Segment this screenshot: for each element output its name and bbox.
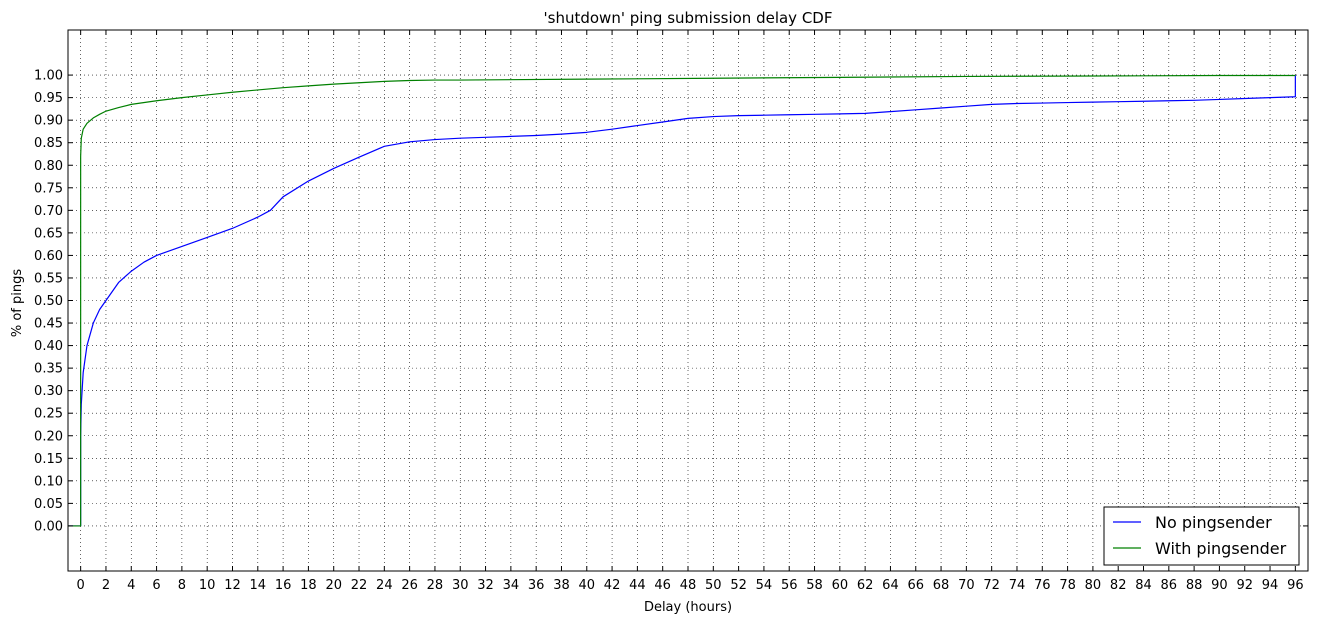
x-tick-label: 22 bbox=[351, 578, 368, 593]
x-axis-label: Delay (hours) bbox=[644, 600, 732, 615]
x-tick-label: 90 bbox=[1211, 578, 1228, 593]
y-tick-label: 0.30 bbox=[34, 384, 63, 399]
y-tick-label: 0.50 bbox=[34, 294, 63, 309]
y-tick-label: 0.60 bbox=[34, 249, 63, 264]
x-tick-label: 58 bbox=[806, 578, 823, 593]
y-tick-label: 0.85 bbox=[34, 136, 63, 151]
x-tick-label: 8 bbox=[178, 578, 186, 593]
x-tick-label: 14 bbox=[250, 578, 267, 593]
series-layer bbox=[68, 74, 1296, 527]
x-tick-label: 84 bbox=[1135, 578, 1152, 593]
x-tick-label: 30 bbox=[452, 578, 469, 593]
x-tick-label: 24 bbox=[376, 578, 393, 593]
x-tick-label: 80 bbox=[1085, 578, 1102, 593]
x-tick-label: 92 bbox=[1236, 578, 1253, 593]
x-tick-label: 34 bbox=[503, 578, 520, 593]
legend-box bbox=[1103, 506, 1300, 566]
axis-ticks: 0 2 4 6 8 10 12 14 16 18 20 22 24 26 28 30 32 34 36 38 40 42 4… bbox=[34, 30, 1308, 593]
legend-label-no-pingsender: No pingsender bbox=[1155, 513, 1272, 532]
x-tick-label: 6 bbox=[152, 578, 160, 593]
x-tick-label: 28 bbox=[427, 578, 444, 593]
x-tick-label: 50 bbox=[705, 578, 722, 593]
x-tick-label: 82 bbox=[1110, 578, 1127, 593]
x-tick-label: 88 bbox=[1186, 578, 1203, 593]
x-tick-label: 40 bbox=[579, 578, 596, 593]
x-tick-label: 76 bbox=[1034, 578, 1051, 593]
x-tick-label: 36 bbox=[528, 578, 545, 593]
x-tick-label: 68 bbox=[933, 578, 950, 593]
x-tick-label: 96 bbox=[1287, 578, 1304, 593]
series-line-with-pingsender bbox=[68, 74, 1296, 527]
y-tick-label: 0.75 bbox=[34, 181, 63, 196]
x-tick-label: 52 bbox=[730, 578, 747, 593]
y-tick-label: 0.00 bbox=[34, 519, 63, 534]
x-tick-label: 60 bbox=[832, 578, 849, 593]
x-tick-label: 62 bbox=[857, 578, 874, 593]
y-tick-label: 0.65 bbox=[34, 226, 63, 241]
x-tick-label: 2 bbox=[102, 578, 110, 593]
y-tick-label: 0.80 bbox=[34, 159, 63, 174]
x-tick-label: 70 bbox=[958, 578, 975, 593]
y-tick-label: 0.05 bbox=[34, 497, 63, 512]
y-tick-label: 0.55 bbox=[34, 271, 63, 286]
x-tick-label: 48 bbox=[680, 578, 697, 593]
y-tick-label: 1.00 bbox=[34, 69, 63, 84]
x-tick-label: 38 bbox=[553, 578, 570, 593]
x-tick-label: 42 bbox=[604, 578, 621, 593]
y-tick-label: 0.40 bbox=[34, 339, 63, 354]
legend-label-with-pingsender: With pingsender bbox=[1155, 539, 1287, 558]
x-tick-label: 72 bbox=[983, 578, 1000, 593]
y-tick-label: 0.95 bbox=[34, 91, 63, 106]
legend: No pingsender With pingsender bbox=[1103, 506, 1300, 566]
y-tick-label: 0.15 bbox=[34, 452, 63, 467]
y-tick-label: 0.20 bbox=[34, 429, 63, 444]
x-tick-label: 20 bbox=[325, 578, 342, 593]
y-tick-label: 0.90 bbox=[34, 114, 63, 129]
x-tick-label: 64 bbox=[882, 578, 899, 593]
series-line-no-pingsender bbox=[68, 75, 1296, 527]
grid-lines bbox=[68, 30, 1308, 571]
y-tick-label: 0.35 bbox=[34, 362, 63, 377]
x-tick-label: 44 bbox=[629, 578, 646, 593]
x-tick-label: 74 bbox=[1009, 578, 1026, 593]
x-tick-label: 46 bbox=[654, 578, 671, 593]
x-tick-label: 54 bbox=[756, 578, 773, 593]
x-tick-label: 12 bbox=[224, 578, 241, 593]
x-tick-label: 86 bbox=[1161, 578, 1178, 593]
y-tick-label: 0.70 bbox=[34, 204, 63, 219]
x-tick-label: 0 bbox=[77, 578, 85, 593]
x-tick-label: 94 bbox=[1262, 578, 1279, 593]
x-tick-label: 56 bbox=[781, 578, 798, 593]
x-tick-label: 18 bbox=[300, 578, 317, 593]
x-tick-label: 16 bbox=[275, 578, 292, 593]
y-tick-label: 0.45 bbox=[34, 317, 63, 332]
y-axis-label: % of pings bbox=[10, 269, 25, 338]
x-tick-label: 26 bbox=[401, 578, 418, 593]
x-tick-label: 10 bbox=[199, 578, 216, 593]
y-tick-label: 0.10 bbox=[34, 474, 63, 489]
x-tick-label: 32 bbox=[477, 578, 494, 593]
x-tick-label: 4 bbox=[127, 578, 135, 593]
x-tick-label: 66 bbox=[907, 578, 924, 593]
chart-title: 'shutdown' ping submission delay CDF bbox=[544, 9, 833, 27]
x-tick-label: 78 bbox=[1059, 578, 1076, 593]
y-tick-label: 0.25 bbox=[34, 407, 63, 422]
